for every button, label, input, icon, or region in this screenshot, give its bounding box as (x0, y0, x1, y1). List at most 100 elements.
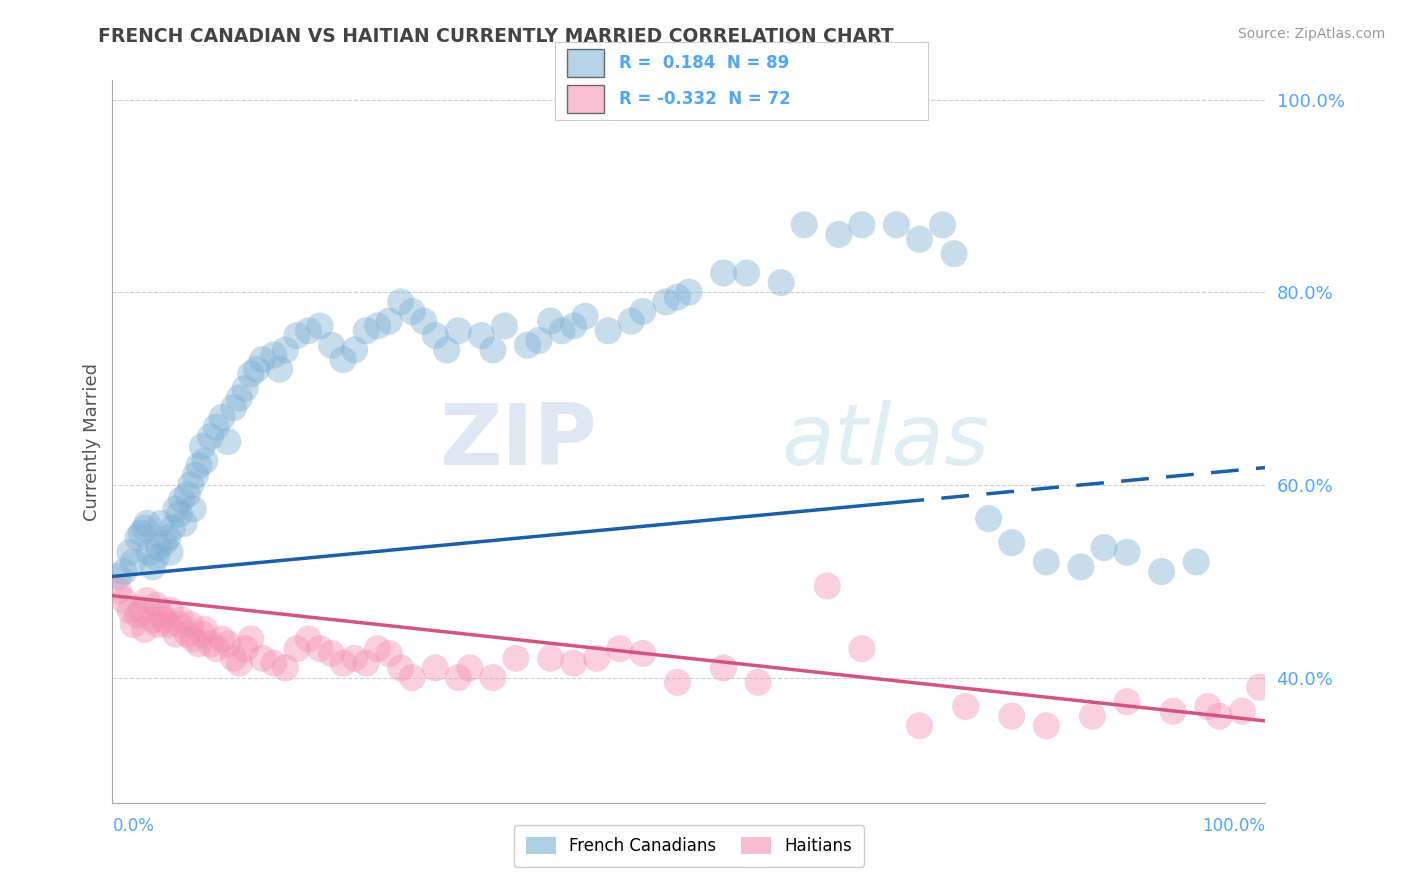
Point (389, 661, 412, 675)
Point (149, 607, 172, 622)
Point (793, 218, 815, 232)
Point (1232, 704, 1254, 718)
Point (233, 641, 256, 656)
Point (851, 218, 873, 232)
Point (149, 516, 172, 531)
Text: Source: ZipAtlas.com: Source: ZipAtlas.com (1237, 27, 1385, 41)
Legend: French Canadians, Haitians: French Canadians, Haitians (515, 825, 863, 867)
Point (138, 545, 160, 559)
FancyBboxPatch shape (567, 49, 603, 78)
Point (153, 613, 176, 627)
Point (159, 603, 181, 617)
Point (233, 382, 256, 396)
Point (269, 362, 291, 376)
Point (162, 521, 184, 535)
Point (436, 343, 458, 357)
Point (747, 675, 769, 690)
Point (1116, 545, 1139, 559)
Text: 100.0%: 100.0% (1202, 817, 1265, 835)
Point (598, 324, 620, 338)
Point (129, 526, 153, 541)
Point (666, 290, 689, 304)
Point (274, 661, 297, 675)
Point (309, 641, 332, 656)
Point (678, 285, 700, 300)
Point (1092, 541, 1115, 555)
Point (156, 617, 179, 632)
Point (886, 218, 908, 232)
Point (176, 627, 198, 641)
Point (129, 603, 153, 617)
Point (367, 641, 389, 656)
Point (631, 304, 654, 318)
Point (136, 593, 159, 607)
Point (297, 324, 319, 338)
Point (815, 579, 838, 593)
Point (239, 367, 262, 381)
Point (1035, 555, 1057, 569)
Point (169, 617, 191, 632)
Point (527, 334, 550, 348)
Point (112, 565, 135, 579)
Point (176, 487, 198, 501)
Point (321, 647, 343, 661)
Point (908, 719, 931, 733)
Point (239, 632, 262, 646)
Point (609, 641, 631, 656)
Point (401, 304, 423, 318)
Point (458, 661, 481, 675)
Point (1070, 559, 1092, 574)
Point (112, 593, 135, 607)
Point (631, 647, 654, 661)
Point (200, 430, 222, 444)
Point (148, 541, 170, 555)
Point (977, 511, 1000, 525)
Point (145, 599, 167, 613)
Point (122, 555, 145, 569)
Point (516, 338, 538, 352)
Point (482, 671, 505, 685)
Point (309, 318, 332, 333)
Point (389, 294, 412, 309)
Point (118, 545, 141, 559)
Point (153, 535, 176, 549)
Point (205, 420, 228, 434)
Point (401, 671, 423, 685)
FancyBboxPatch shape (567, 85, 603, 113)
Point (378, 647, 401, 661)
Text: ZIP: ZIP (439, 400, 596, 483)
Point (655, 294, 678, 309)
Point (1197, 699, 1219, 714)
Text: R =  0.184  N = 89: R = 0.184 N = 89 (619, 54, 789, 71)
Point (228, 391, 250, 405)
Point (908, 232, 931, 246)
Point (297, 632, 319, 646)
Point (134, 623, 156, 637)
Point (1161, 704, 1184, 718)
Point (505, 651, 527, 665)
Point (181, 632, 204, 646)
Point (165, 627, 187, 641)
Point (666, 675, 689, 690)
Point (169, 507, 191, 521)
Point (200, 637, 222, 651)
Point (425, 661, 447, 675)
Point (211, 410, 233, 425)
Point (122, 617, 145, 632)
Text: atlas: atlas (782, 400, 990, 483)
Point (1116, 695, 1139, 709)
Point (1081, 709, 1104, 723)
Point (145, 550, 167, 565)
Point (170, 613, 193, 627)
Point (828, 227, 851, 242)
Point (156, 531, 179, 545)
Point (943, 246, 966, 260)
Point (447, 324, 470, 338)
Text: 0.0%: 0.0% (112, 817, 155, 835)
Point (482, 343, 505, 357)
Point (127, 531, 149, 545)
Point (142, 613, 165, 627)
Point (412, 314, 434, 328)
Point (181, 502, 204, 516)
Point (574, 310, 596, 324)
